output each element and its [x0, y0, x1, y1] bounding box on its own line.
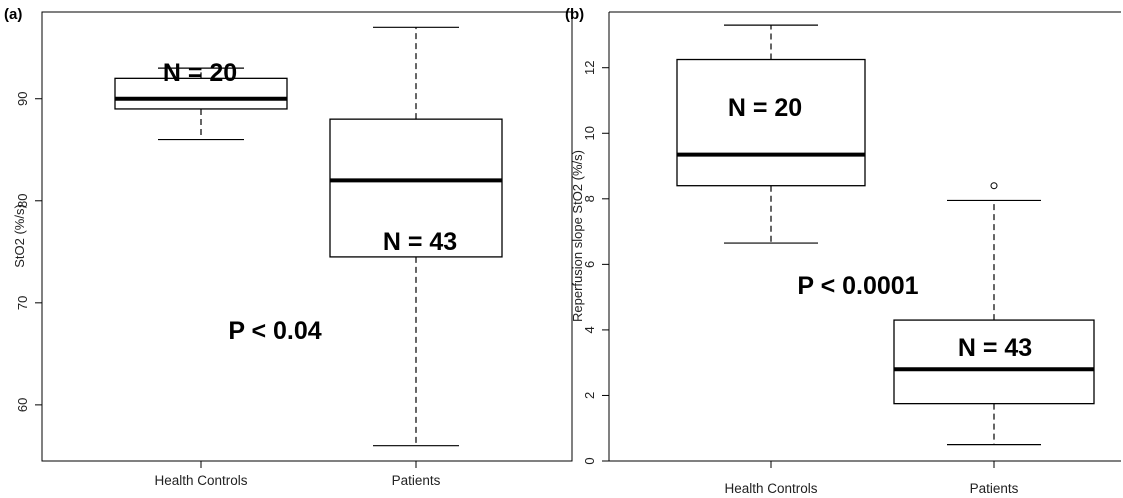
panel-a-annotation-n-patients: N = 43 [383, 228, 457, 256]
panel-a-patients-box [329, 118, 503, 258]
panel-a-health-controls-box [114, 77, 288, 110]
panel-a-y-tick-label-60: 60 [15, 398, 30, 412]
panel-b-y-axis-title: Reperfusion slope StO2 (%/s) [570, 150, 585, 322]
panel-b-patients-box [893, 319, 1095, 405]
panel-a: (a) StO2 (%/s) 60 70 80 90 Health Controls P… [4, 6, 573, 488]
panel-b-y-tick-label-8: 8 [582, 195, 597, 202]
panel-a-annotation-p-value: P < 0.04 [228, 317, 321, 345]
panel-a-x-tick-label-health-controls: Health Controls [154, 473, 247, 488]
panel-a-frame [41, 11, 573, 462]
panel-a-label: (a) [4, 6, 22, 23]
panel-b: (b) Reperfusion slope StO2 (%/s) 0 2 4 6 8 10… [565, 6, 1121, 496]
panel-b-y-tick-label-6: 6 [582, 261, 597, 268]
panel-b-y-tick-label-10: 10 [582, 126, 597, 140]
panel-b-x-tick-label-patients: Patients [970, 481, 1019, 496]
panel-b-health-controls-box [676, 58, 866, 187]
panel-b-annotation-p-value: P < 0.0001 [797, 272, 918, 300]
panel-b-patients-outlier-0 [990, 182, 998, 190]
panel-b-y-tick-label-2: 2 [582, 392, 597, 399]
panel-b-label: (b) [565, 6, 584, 23]
panel-b-y-tick-label-4: 4 [582, 326, 597, 333]
panel-a-y-axis-title: StO2 (%/s) [12, 204, 27, 268]
panel-b-annotation-n-patients: N = 43 [958, 334, 1032, 362]
panel-a-annotation-n-controls: N = 20 [163, 59, 237, 87]
panel-b-y-tick-label-0: 0 [582, 457, 597, 464]
panel-a-y-tick-label-80: 80 [15, 194, 30, 208]
panel-b-annotation-n-controls: N = 20 [728, 94, 802, 122]
panel-a-y-tick-label-70: 70 [15, 296, 30, 310]
panel-a-x-tick-label-patients: Patients [392, 473, 441, 488]
panel-b-x-tick-label-health-controls: Health Controls [724, 481, 817, 496]
panel-b-y-tick-label-12: 12 [582, 60, 597, 74]
panel-a-y-tick-label-90: 90 [15, 92, 30, 106]
